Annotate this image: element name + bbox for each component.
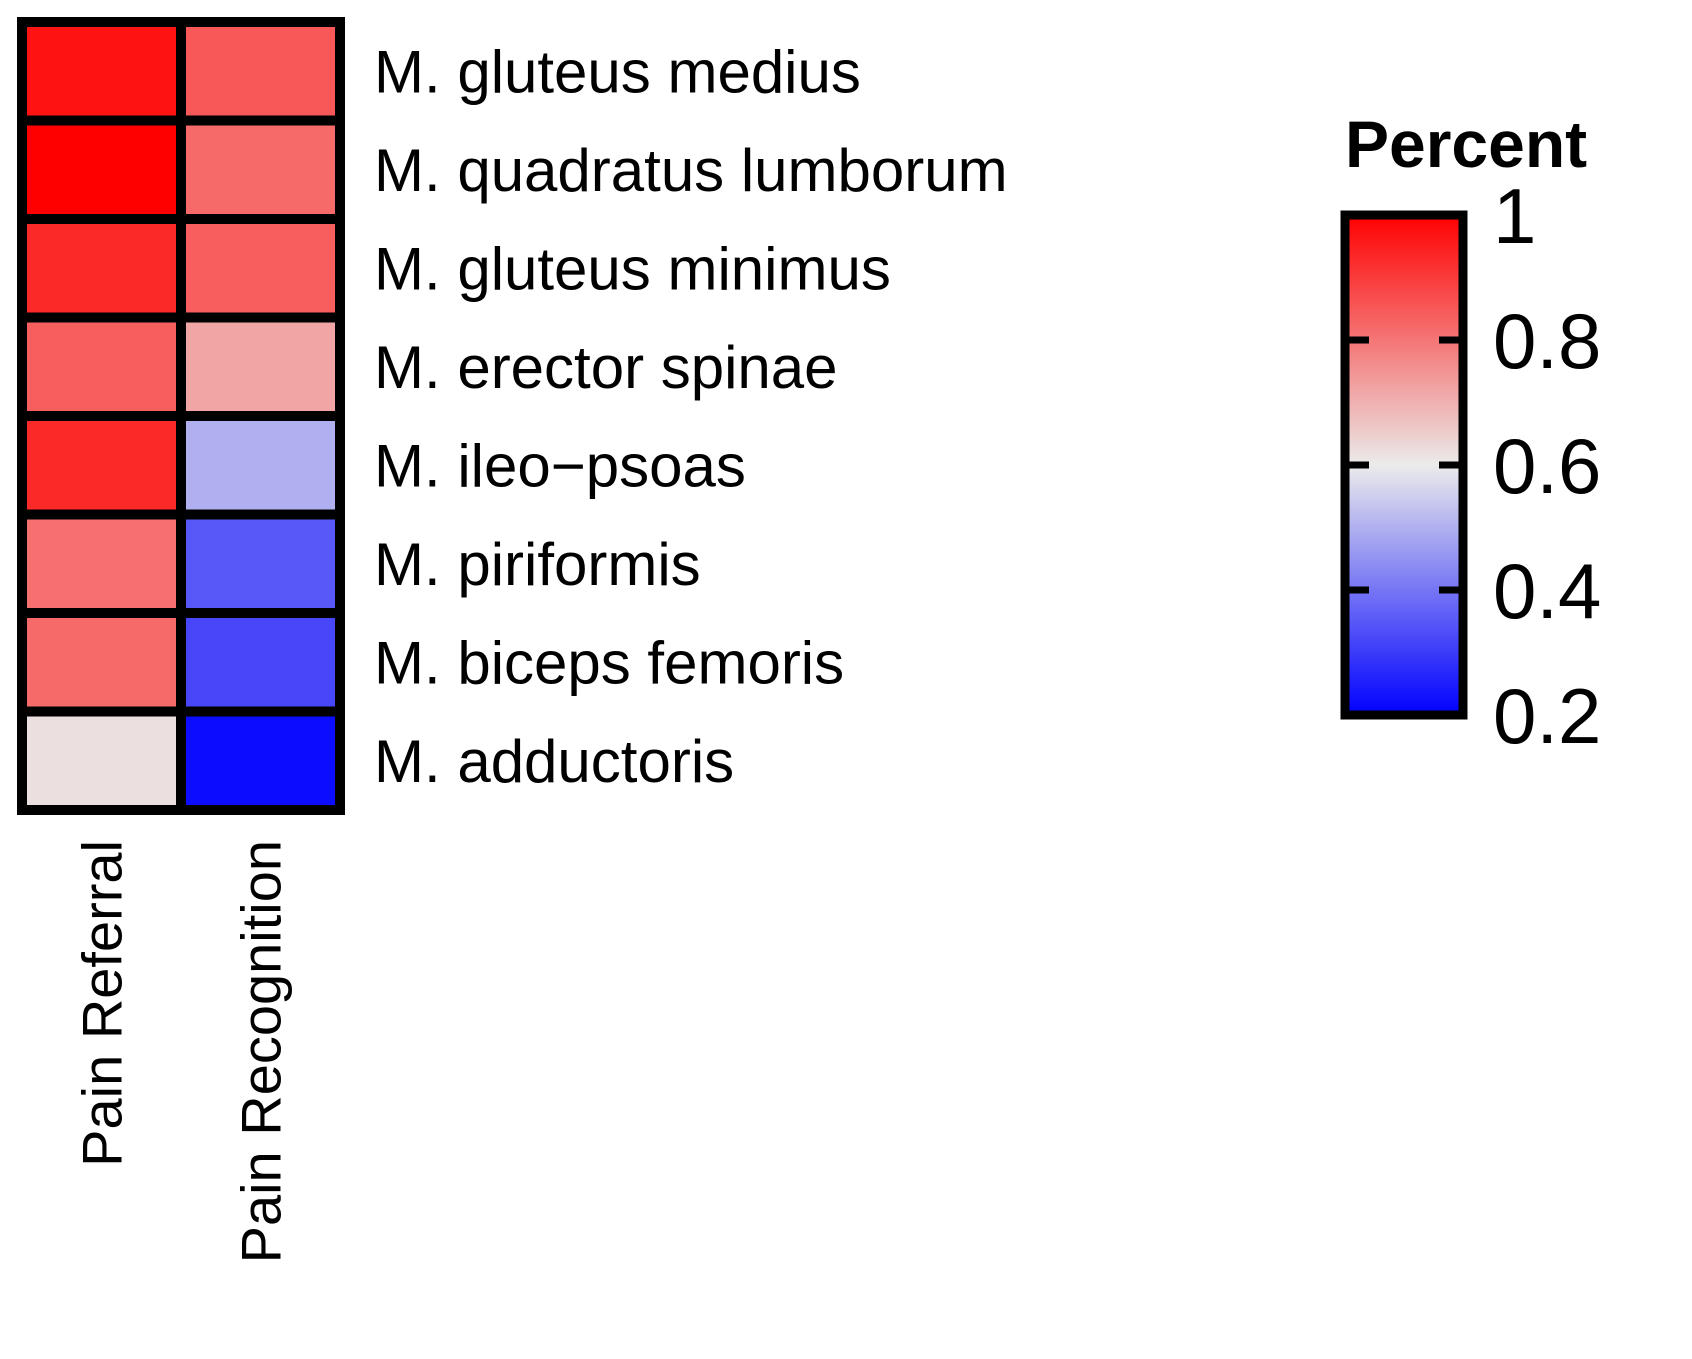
heatmap-cell xyxy=(176,608,345,717)
heatmap-cell xyxy=(176,17,345,126)
heatmap-cell xyxy=(176,706,345,815)
legend-title: Percent xyxy=(1345,107,1587,181)
legend-tick-label: 1 xyxy=(1493,172,1536,260)
legend-tick-label: 0.2 xyxy=(1493,672,1601,760)
legend-tick-label: 0.8 xyxy=(1493,297,1601,385)
heatmap-cell xyxy=(17,509,186,618)
heatmap-cell xyxy=(176,115,345,224)
column-label: Pain Referral xyxy=(71,840,134,1167)
heatmap-cells xyxy=(17,17,345,815)
heatmap-cell xyxy=(176,509,345,618)
heatmap-cell xyxy=(17,17,186,126)
heatmap-cell xyxy=(17,312,186,421)
row-label: M. adductoris xyxy=(374,728,734,795)
heatmap-cell xyxy=(17,214,186,323)
row-label: M. gluteus medius xyxy=(374,38,861,105)
row-label: M. biceps femoris xyxy=(374,629,844,696)
row-label: M. piriformis xyxy=(374,531,701,598)
row-label: M. gluteus minimus xyxy=(374,235,891,302)
heatmap-cell xyxy=(17,115,186,224)
heatmap-cell xyxy=(17,608,186,717)
row-label: M. erector spinae xyxy=(374,334,838,401)
legend-tick-label: 0.6 xyxy=(1493,422,1601,510)
column-label: Pain Recognition xyxy=(230,840,293,1263)
legend-ticks: 1 0.8 0.6 0.4 0.2 xyxy=(1345,172,1601,760)
color-legend: Percent 1 0.8 0.6 0.4 0.2 xyxy=(1340,107,1601,760)
heatmap-cell xyxy=(17,706,186,815)
row-label: M. ileo−psoas xyxy=(374,432,746,499)
row-labels: M. gluteus medius M. quadratus lumborum M.… xyxy=(374,38,1008,795)
row-label: M. quadratus lumborum xyxy=(374,137,1008,204)
heatmap-cell xyxy=(176,312,345,421)
heatmap-cell xyxy=(176,411,345,520)
column-labels: Pain Referral Pain Recognition xyxy=(71,840,293,1263)
legend-tick-label: 0.4 xyxy=(1493,547,1601,635)
heatmap-cell xyxy=(17,411,186,520)
heatmap-cell xyxy=(176,214,345,323)
